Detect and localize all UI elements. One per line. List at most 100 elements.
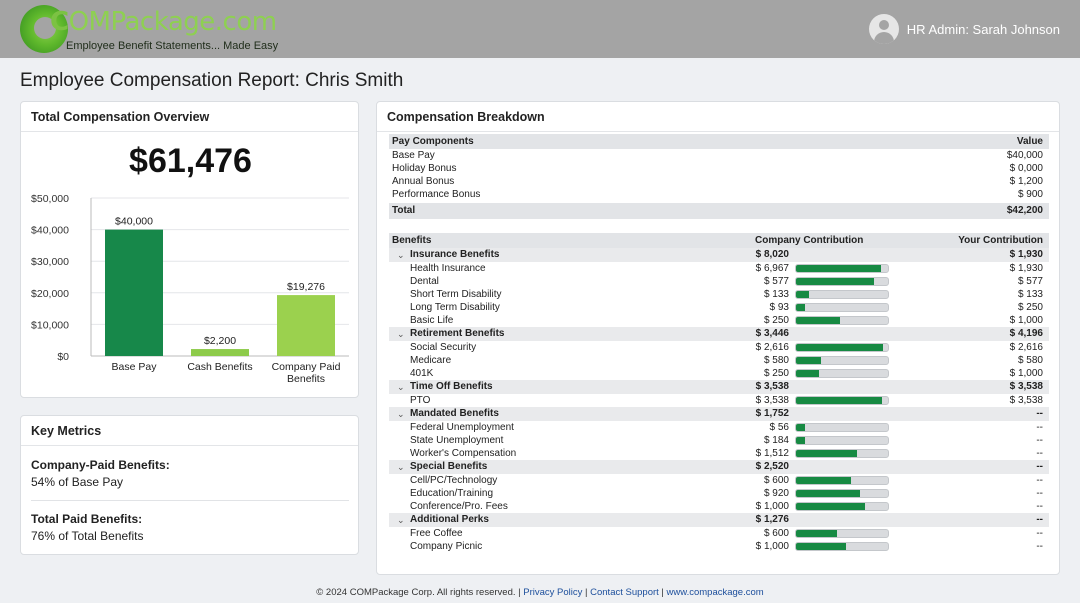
- user-menu[interactable]: HR Admin: Sarah Johnson: [868, 13, 1060, 45]
- card-title: Total Compensation Overview: [21, 102, 358, 132]
- total-label: Total: [392, 205, 416, 216]
- benefit-category-row[interactable]: ⌄ Additional Perks $ 1,276 --: [389, 513, 1049, 527]
- benefit-name: Worker's Compensation: [410, 448, 517, 459]
- category-your-total: --: [1036, 408, 1043, 419]
- benefit-category-row[interactable]: ⌄ Time Off Benefits $ 3,538 $ 3,538: [389, 380, 1049, 394]
- page-title: Employee Compensation Report: Chris Smit…: [20, 70, 404, 91]
- benefit-item-row: Basic Life $ 250 $ 1,000: [389, 314, 1049, 327]
- your-contribution: $ 577: [1017, 276, 1043, 287]
- chevron-down-icon[interactable]: ⌄: [397, 329, 405, 339]
- benefit-item-row: Federal Unemployment $ 56 --: [389, 421, 1049, 434]
- header-benefits: Benefits: [392, 235, 432, 246]
- compackage-logo[interactable]: COMPackage.com Employee Benefit Statemen…: [20, 5, 278, 55]
- your-contribution: $ 250: [1017, 302, 1043, 313]
- benefit-category-row[interactable]: ⌄ Mandated Benefits $ 1,752 --: [389, 407, 1049, 421]
- contribution-bar-fill: [796, 304, 806, 311]
- company-contribution: $ 2,616: [755, 342, 789, 353]
- your-contribution: --: [1036, 501, 1043, 512]
- contribution-bar-fill: [796, 503, 865, 510]
- pay-total-row: Total $42,200: [389, 203, 1049, 219]
- benefit-name: Conference/Pro. Fees: [410, 501, 508, 512]
- benefit-category-row[interactable]: ⌄ Retirement Benefits $ 3,446 $ 4,196: [389, 327, 1049, 341]
- contribution-bar: [795, 290, 889, 299]
- pay-value: $ 900: [1017, 189, 1043, 200]
- pay-value: $40,000: [1006, 150, 1043, 161]
- company-contribution: $ 133: [763, 289, 789, 300]
- x-tick-label: Company Paid: [272, 361, 341, 373]
- metric-value: 54% of Base Pay: [31, 475, 124, 489]
- contribution-bar: [795, 423, 889, 432]
- your-contribution: --: [1036, 435, 1043, 446]
- user-name: HR Admin: Sarah Johnson: [906, 21, 1060, 37]
- benefit-item-row: State Unemployment $ 184 --: [389, 434, 1049, 447]
- compensation-breakdown-card: Compensation Breakdown Pay Components Va…: [376, 101, 1060, 575]
- footer-separator: |: [518, 587, 521, 598]
- website-link[interactable]: www.compackage.com: [666, 587, 764, 598]
- x-tick-label: Benefits: [287, 373, 325, 385]
- benefit-name: 401K: [410, 368, 434, 379]
- contact-support-link[interactable]: Contact Support: [590, 587, 659, 598]
- benefits-table: Benefits Company Contribution Your Contr…: [389, 233, 1049, 553]
- benefit-item-row: 401K $ 250 $ 1,000: [389, 367, 1049, 380]
- benefit-item-row: Conference/Pro. Fees $ 1,000 --: [389, 500, 1049, 513]
- chevron-down-icon[interactable]: ⌄: [397, 409, 405, 419]
- contribution-bar-fill: [796, 357, 821, 364]
- your-contribution: --: [1036, 475, 1043, 486]
- benefit-item-row: PTO $ 3,538 $ 3,538: [389, 394, 1049, 407]
- table-header: Benefits Company Contribution Your Contr…: [389, 233, 1049, 248]
- total-value: $42,200: [1006, 205, 1043, 216]
- category-company-total: $ 3,538: [755, 381, 789, 392]
- contribution-bar: [795, 529, 889, 538]
- your-contribution: $ 3,538: [1009, 395, 1043, 406]
- y-tick-label: $30,000: [31, 256, 69, 268]
- company-contribution: $ 1,512: [755, 448, 789, 459]
- top-bar: COMPackage.com Employee Benefit Statemen…: [0, 0, 1080, 58]
- company-contribution: $ 250: [763, 368, 789, 379]
- pay-name: Performance Bonus: [392, 189, 481, 200]
- contribution-bar: [795, 303, 889, 312]
- category-name: Mandated Benefits: [410, 408, 499, 419]
- contribution-bar-fill: [796, 265, 881, 272]
- contribution-bar: [795, 369, 889, 378]
- company-contribution: $ 6,967: [755, 263, 789, 274]
- bar-cash-benefits: [191, 349, 249, 356]
- company-contribution: $ 1,000: [755, 541, 789, 552]
- pay-name: Base Pay: [392, 150, 435, 161]
- logo-wordmark: COMPackage.com: [50, 7, 277, 37]
- your-contribution: $ 580: [1017, 355, 1043, 366]
- category-company-total: $ 2,520: [755, 461, 789, 472]
- user-avatar-icon[interactable]: [868, 14, 899, 44]
- your-contribution: $ 1,000: [1009, 315, 1043, 326]
- header-your-contribution: Your Contribution: [958, 235, 1043, 246]
- privacy-policy-link[interactable]: Privacy Policy: [523, 587, 583, 598]
- benefit-item-row: Cell/PC/Technology $ 600 --: [389, 474, 1049, 487]
- footer-separator: |: [585, 587, 588, 598]
- benefit-category-row[interactable]: ⌄ Special Benefits $ 2,520 --: [389, 460, 1049, 474]
- metric-label: Company-Paid Benefits:: [31, 458, 170, 472]
- pay-name: Annual Bonus: [392, 176, 455, 187]
- chevron-down-icon[interactable]: ⌄: [397, 515, 405, 525]
- category-your-total: $ 3,538: [1009, 381, 1043, 392]
- chevron-down-icon[interactable]: ⌄: [397, 382, 405, 392]
- pay-value: $ 0,000: [1009, 163, 1043, 174]
- y-tick-label: $40,000: [31, 225, 69, 237]
- card-title: Key Metrics: [21, 416, 358, 446]
- benefit-category-row[interactable]: ⌄ Insurance Benefits $ 8,020 $ 1,930: [389, 248, 1049, 262]
- benefit-name: Federal Unemployment: [410, 422, 514, 433]
- benefit-item-row: Short Term Disability $ 133 $ 133: [389, 288, 1049, 301]
- compensation-bar-chart: $0 $10,000 $20,000 $30,000 $40,000 $50,000 $40…: [31, 193, 349, 385]
- contribution-bar: [795, 343, 889, 352]
- your-contribution: $ 133: [1017, 289, 1043, 300]
- contribution-bar-fill: [796, 437, 806, 444]
- contribution-bar-fill: [796, 370, 819, 377]
- company-contribution: $ 3,538: [755, 395, 789, 406]
- company-contribution: $ 56: [769, 422, 789, 433]
- benefit-name: Free Coffee: [410, 528, 463, 539]
- contribution-bar: [795, 356, 889, 365]
- chevron-down-icon[interactable]: ⌄: [397, 462, 405, 472]
- category-name: Time Off Benefits: [410, 381, 493, 392]
- company-contribution: $ 1,000: [755, 501, 789, 512]
- your-contribution: $ 1,930: [1009, 263, 1043, 274]
- chevron-down-icon[interactable]: ⌄: [397, 250, 405, 260]
- contribution-bar-fill: [796, 490, 861, 497]
